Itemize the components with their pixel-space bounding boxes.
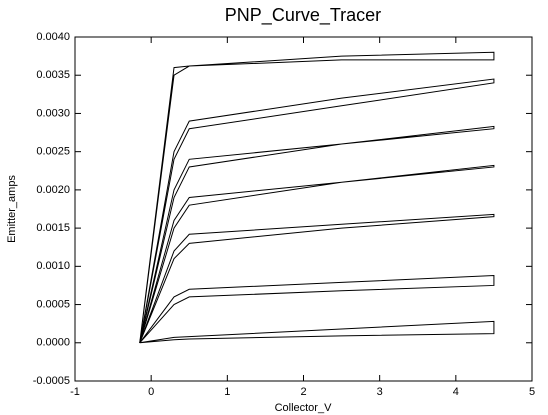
- chart-title: PNP_Curve_Tracer: [225, 5, 381, 26]
- y-tick-label: 0.0005: [36, 298, 70, 310]
- y-tick-label: 0.0010: [36, 260, 70, 272]
- curve: [139, 78, 495, 343]
- y-tick-label: 0.0000: [36, 337, 70, 349]
- curve: [139, 274, 495, 344]
- curve: [139, 51, 495, 343]
- y-tick-label: 0.0015: [36, 222, 70, 234]
- y-tick-label: -0.0005: [33, 375, 70, 387]
- x-tick-label: 4: [453, 386, 459, 398]
- x-tick-label: 2: [300, 386, 306, 398]
- x-tick-label: 3: [377, 386, 383, 398]
- y-tick-label: 0.0035: [36, 69, 70, 81]
- y-axis-label: Emitter_amps: [6, 175, 18, 243]
- x-tick-label: -1: [70, 386, 80, 398]
- x-tick-label: 5: [529, 386, 535, 398]
- curve: [139, 125, 495, 343]
- x-tick-label: 1: [224, 386, 230, 398]
- curve: [139, 320, 495, 344]
- y-tick-label: 0.0030: [36, 107, 70, 119]
- y-tick-label: 0.0020: [36, 184, 70, 196]
- y-tick-label: 0.0040: [36, 31, 70, 43]
- curve: [139, 164, 495, 343]
- x-axis-label: Collector_V: [275, 402, 333, 414]
- x-tick-label: 0: [148, 386, 154, 398]
- y-tick-label: 0.0025: [36, 146, 70, 158]
- curve: [139, 213, 495, 343]
